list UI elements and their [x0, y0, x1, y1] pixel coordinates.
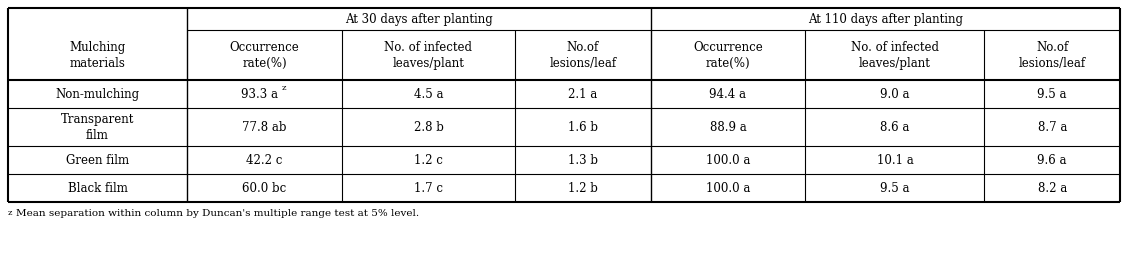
- Text: 10.1 a: 10.1 a: [876, 153, 914, 166]
- Text: z: z: [8, 209, 12, 217]
- Text: 2.1 a: 2.1 a: [569, 87, 598, 100]
- Text: 1.7 c: 1.7 c: [414, 182, 443, 195]
- Text: 93.3 a: 93.3 a: [241, 87, 277, 100]
- Text: No.of
lesions/leaf: No.of lesions/leaf: [549, 41, 616, 70]
- Text: 9.5 a: 9.5 a: [880, 182, 909, 195]
- Text: 100.0 a: 100.0 a: [706, 153, 750, 166]
- Text: Occurrence
rate(%): Occurrence rate(%): [230, 41, 299, 70]
- Text: 1.2 b: 1.2 b: [567, 182, 598, 195]
- Text: 9.0 a: 9.0 a: [880, 87, 909, 100]
- Text: 88.9 a: 88.9 a: [710, 121, 747, 134]
- Text: No. of infected
leaves/plant: No. of infected leaves/plant: [851, 41, 938, 70]
- Text: 42.2 c: 42.2 c: [246, 153, 283, 166]
- Text: 8.7 a: 8.7 a: [1038, 121, 1067, 134]
- Text: 1.3 b: 1.3 b: [567, 153, 598, 166]
- Text: 9.5 a: 9.5 a: [1038, 87, 1067, 100]
- Text: 9.6 a: 9.6 a: [1038, 153, 1067, 166]
- Text: 4.5 a: 4.5 a: [414, 87, 443, 100]
- Text: 77.8 ab: 77.8 ab: [243, 121, 287, 134]
- Text: Transparent
film: Transparent film: [61, 113, 134, 142]
- Text: z: z: [281, 84, 285, 92]
- Text: Mulching
materials: Mulching materials: [70, 41, 125, 70]
- Text: 94.4 a: 94.4 a: [710, 87, 747, 100]
- Text: 60.0 bc: 60.0 bc: [243, 182, 287, 195]
- Text: 100.0 a: 100.0 a: [706, 182, 750, 195]
- Text: 1.6 b: 1.6 b: [567, 121, 598, 134]
- Text: 8.2 a: 8.2 a: [1038, 182, 1067, 195]
- Text: Black film: Black film: [68, 182, 127, 195]
- Text: No. of infected
leaves/plant: No. of infected leaves/plant: [385, 41, 473, 70]
- Text: Non-mulching: Non-mulching: [55, 87, 140, 100]
- Text: 8.6 a: 8.6 a: [880, 121, 909, 134]
- Text: At 110 days after planting: At 110 days after planting: [808, 12, 963, 25]
- Text: No.of
lesions/leaf: No.of lesions/leaf: [1019, 41, 1086, 70]
- Text: Mean separation within column by Duncan's multiple range test at 5% level.: Mean separation within column by Duncan'…: [16, 209, 420, 218]
- Text: At 30 days after planting: At 30 days after planting: [345, 12, 493, 25]
- Text: 2.8 b: 2.8 b: [414, 121, 443, 134]
- Text: 1.2 c: 1.2 c: [414, 153, 443, 166]
- Text: Occurrence
rate(%): Occurrence rate(%): [693, 41, 763, 70]
- Text: Green film: Green film: [65, 153, 129, 166]
